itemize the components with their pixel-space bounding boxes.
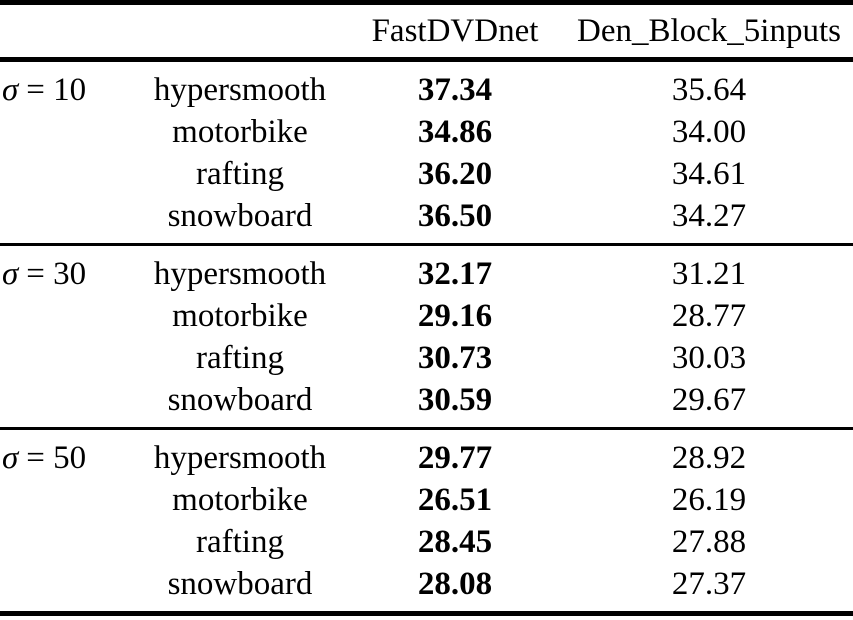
- sigma-label: σ = 50: [0, 440, 135, 477]
- fastdvdnet-value: 36.20: [417, 155, 493, 192]
- table-row: σ = 10 hypersmooth 37.34 35.64: [0, 69, 853, 111]
- sigma-50-section: σ = 50 hypersmooth 29.77 28.92 motorbike …: [0, 430, 853, 611]
- fastdvdnet-value: 28.45: [417, 523, 493, 560]
- table-row: snowboard 30.59 29.67: [0, 379, 853, 421]
- table-row: snowboard 36.50 34.27: [0, 195, 853, 237]
- table-row: rafting 30.73 30.03: [0, 337, 853, 379]
- column-header-fastdvdnet: FastDVDnet: [371, 12, 539, 49]
- fastdvdnet-value: 32.17: [417, 255, 493, 292]
- den-block-value: 34.00: [671, 113, 747, 150]
- sequence-name: hypersmooth: [153, 255, 327, 292]
- sigma-value: = 50: [26, 439, 87, 476]
- sequence-name: snowboard: [167, 381, 313, 418]
- sequence-name: motorbike: [172, 113, 308, 150]
- sigma-10-section: σ = 10 hypersmooth 37.34 35.64 motorbike …: [0, 62, 853, 243]
- fastdvdnet-value: 29.16: [417, 297, 493, 334]
- table-row: rafting 36.20 34.61: [0, 153, 853, 195]
- sequence-name: rafting: [196, 523, 284, 560]
- sequence-name: snowboard: [167, 565, 313, 602]
- den-block-value: 28.77: [671, 297, 747, 334]
- fastdvdnet-value: 34.86: [417, 113, 493, 150]
- fastdvdnet-value: 28.08: [417, 565, 493, 602]
- den-block-value: 35.64: [671, 71, 747, 108]
- sequence-name: snowboard: [167, 197, 313, 234]
- den-block-value: 30.03: [671, 339, 747, 376]
- sequence-name: motorbike: [172, 481, 308, 518]
- sigma-symbol: σ: [2, 439, 19, 476]
- mid-rule: [0, 427, 853, 430]
- table-row: motorbike 26.51 26.19: [0, 479, 853, 521]
- table-row: snowboard 28.08 27.37: [0, 563, 853, 605]
- sigma-symbol: σ: [2, 255, 19, 292]
- sigma-value: = 10: [26, 71, 87, 108]
- table-row: σ = 30 hypersmooth 32.17 31.21: [0, 253, 853, 295]
- sigma-label: σ = 30: [0, 256, 135, 293]
- table-row: σ = 50 hypersmooth 29.77 28.92: [0, 437, 853, 479]
- sequence-name: motorbike: [172, 297, 308, 334]
- sigma-value: = 30: [26, 255, 87, 292]
- den-block-value: 27.88: [671, 523, 747, 560]
- fastdvdnet-value: 30.59: [417, 381, 493, 418]
- sequence-name: hypersmooth: [153, 439, 327, 476]
- den-block-value: 28.92: [671, 439, 747, 476]
- sequence-name: rafting: [196, 155, 284, 192]
- fastdvdnet-value: 26.51: [417, 481, 493, 518]
- fastdvdnet-value: 36.50: [417, 197, 493, 234]
- sequence-name: hypersmooth: [153, 71, 327, 108]
- sigma-30-section: σ = 30 hypersmooth 32.17 31.21 motorbike …: [0, 246, 853, 427]
- header-rule: [0, 57, 853, 62]
- sigma-symbol: σ: [2, 71, 19, 108]
- fastdvdnet-value: 29.77: [417, 439, 493, 476]
- sequence-name: rafting: [196, 339, 284, 376]
- den-block-value: 31.21: [671, 255, 747, 292]
- den-block-value: 34.27: [671, 197, 747, 234]
- den-block-value: 29.67: [671, 381, 747, 418]
- table-row: motorbike 29.16 28.77: [0, 295, 853, 337]
- sigma-label: σ = 10: [0, 72, 135, 109]
- table-row: rafting 28.45 27.88: [0, 521, 853, 563]
- mid-rule: [0, 243, 853, 246]
- fastdvdnet-value: 30.73: [417, 339, 493, 376]
- den-block-value: 34.61: [671, 155, 747, 192]
- column-header-den-block-5inputs: Den_Block_5inputs: [577, 12, 841, 49]
- table-header-row: FastDVDnet Den_Block_5inputs: [0, 5, 853, 57]
- den-block-value: 26.19: [671, 481, 747, 518]
- top-rule: [0, 0, 853, 5]
- table-row: motorbike 34.86 34.00: [0, 111, 853, 153]
- fastdvdnet-value: 37.34: [417, 71, 493, 108]
- den-block-value: 27.37: [671, 565, 747, 602]
- bottom-rule: [0, 611, 853, 616]
